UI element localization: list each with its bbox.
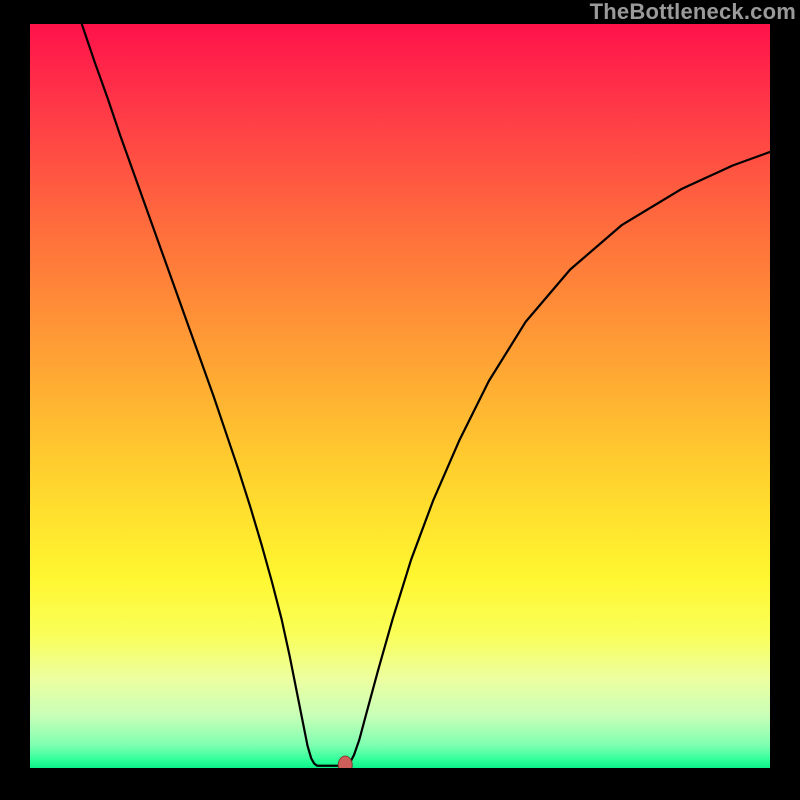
chart-background bbox=[30, 24, 770, 768]
chart-frame: TheBottleneck.com bbox=[0, 0, 800, 800]
plot-area bbox=[30, 24, 770, 768]
watermark-text: TheBottleneck.com bbox=[590, 0, 796, 25]
chart-svg bbox=[30, 24, 770, 768]
